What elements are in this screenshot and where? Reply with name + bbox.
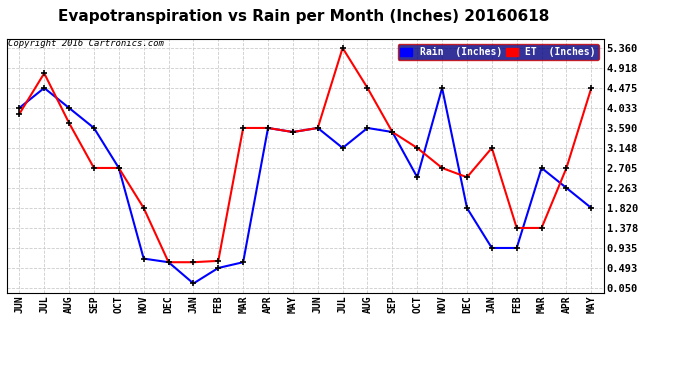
Text: Copyright 2016 Cartronics.com: Copyright 2016 Cartronics.com (8, 39, 164, 48)
Legend: Rain  (Inches), ET  (Inches): Rain (Inches), ET (Inches) (397, 44, 599, 60)
Text: Evapotranspiration vs Rain per Month (Inches) 20160618: Evapotranspiration vs Rain per Month (In… (58, 9, 549, 24)
